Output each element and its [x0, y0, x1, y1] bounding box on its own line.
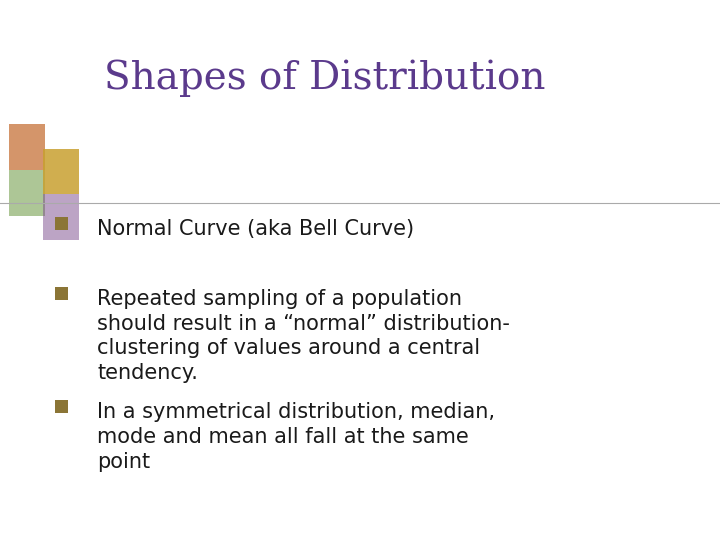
- Bar: [55, 400, 68, 413]
- Text: Normal Curve (aka Bell Curve): Normal Curve (aka Bell Curve): [97, 219, 414, 239]
- Bar: [43, 194, 79, 240]
- Bar: [43, 148, 79, 194]
- Bar: [55, 287, 68, 300]
- Bar: [55, 217, 68, 230]
- Bar: [9, 170, 45, 216]
- Text: Repeated sampling of a population
should result in a “normal” distribution-
clus: Repeated sampling of a population should…: [97, 289, 510, 383]
- Text: In a symmetrical distribution, median,
mode and mean all fall at the same
point: In a symmetrical distribution, median, m…: [97, 402, 495, 472]
- Text: Shapes of Distribution: Shapes of Distribution: [104, 59, 546, 97]
- Bar: [9, 124, 45, 170]
